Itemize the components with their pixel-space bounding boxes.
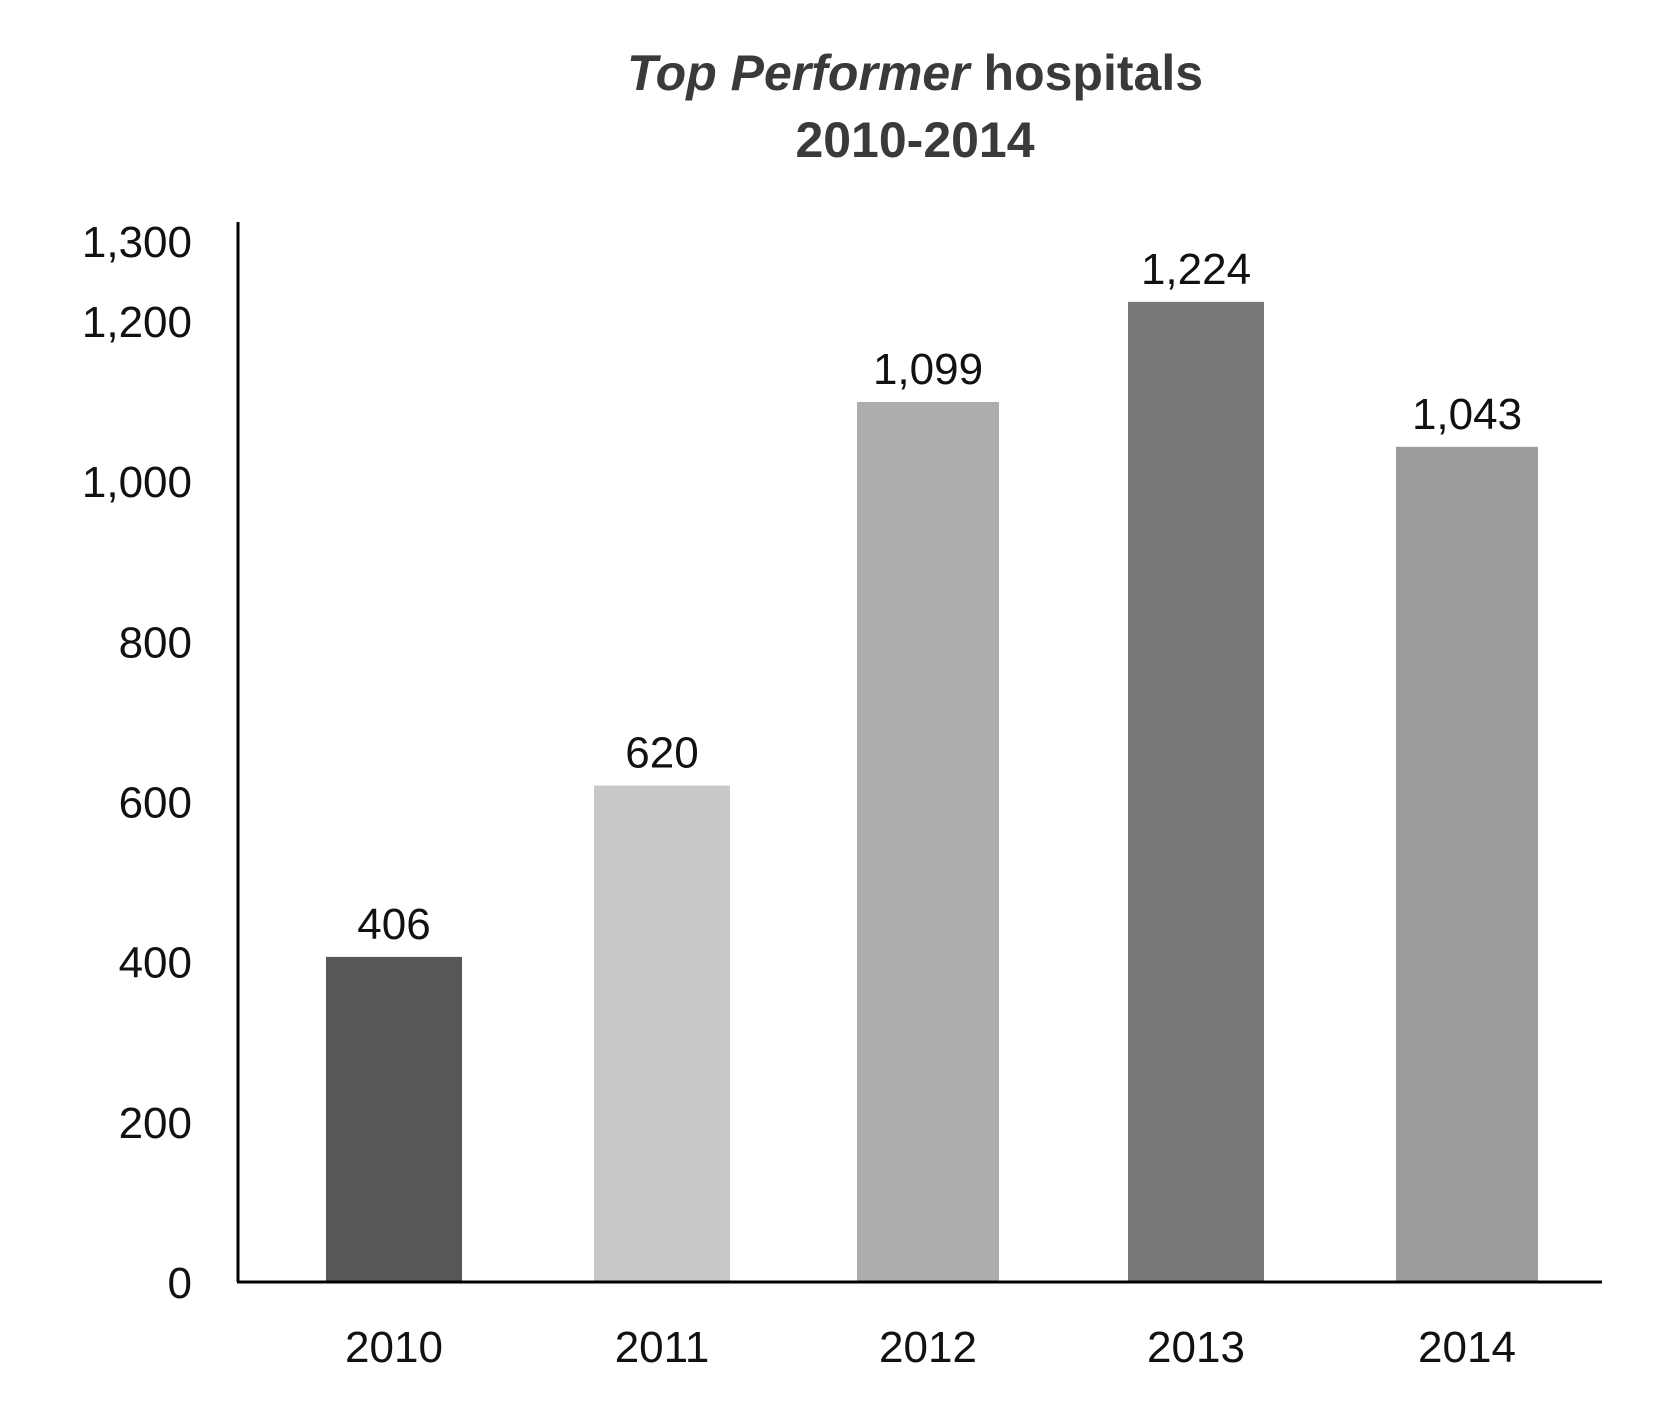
y-tick-label-800: 800 [119,618,192,667]
bar-2013 [1128,301,1264,1282]
data-label-2011: 620 [625,729,698,778]
x-axis-ticks: 2010 2011 2012 2013 2014 [345,1323,1516,1372]
data-label-2014: 1,043 [1412,390,1522,439]
labels-layer: 406 620 1,099 1,224 1,043 [357,245,1522,949]
data-label-2013: 1,224 [1141,245,1251,294]
data-label-2010: 406 [357,900,430,949]
y-tick-label-200: 200 [119,1099,192,1148]
x-tick-label-2012: 2012 [879,1323,977,1372]
x-tick-label-2014: 2014 [1418,1323,1516,1372]
chart-title-rest: hospitals [970,45,1203,101]
x-tick-label-2010: 2010 [345,1323,443,1372]
y-tick-label-1300: 1,300 [82,218,192,267]
data-label-2012: 1,099 [873,345,983,394]
x-tick-label-2013: 2013 [1147,1323,1245,1372]
x-tick-label-2011: 2011 [615,1323,710,1372]
bar-2010 [326,956,462,1282]
chart-title: Top Performer hospitals [627,45,1203,101]
y-tick-label-1000: 1,000 [82,458,192,507]
y-axis-ticks: 0 200 400 600 800 1,000 1,200 1,300 [82,218,192,1308]
y-tick-label-0: 0 [168,1259,192,1308]
y-tick-label-400: 400 [119,939,192,988]
y-tick-label-1200: 1,200 [82,298,192,347]
bar-2011 [594,785,730,1282]
y-tick-label-600: 600 [119,779,192,828]
bar-2014 [1396,446,1538,1282]
bar-2012 [857,401,999,1283]
chart-title-emphasis: Top Performer [627,45,972,101]
chart-subtitle: 2010-2014 [795,112,1034,168]
bars-layer [326,301,1538,1283]
